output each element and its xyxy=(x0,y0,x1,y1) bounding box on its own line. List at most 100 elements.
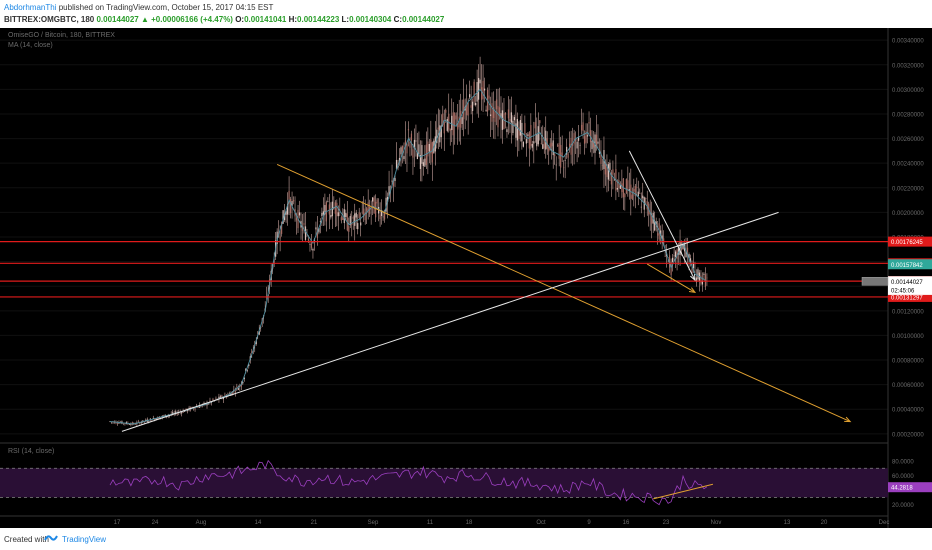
candle-body xyxy=(612,169,614,175)
y-tick-label: 0.00100000 xyxy=(892,334,924,340)
candle-body xyxy=(406,144,408,154)
candle-body xyxy=(394,178,396,181)
y-tick-label: 0.00080000 xyxy=(892,359,924,365)
candle-body xyxy=(598,150,601,154)
candle-body xyxy=(376,199,378,204)
candle-body xyxy=(642,195,644,199)
candle-body xyxy=(634,186,636,196)
candle-body xyxy=(498,107,501,115)
candle-body xyxy=(301,225,304,231)
candle-body xyxy=(224,394,226,396)
candle-body xyxy=(492,107,495,118)
candle-body xyxy=(242,381,244,384)
candle-body xyxy=(392,179,395,187)
candle-body xyxy=(246,370,248,371)
chart-header: AbdorhmanThi published on TradingView.co… xyxy=(0,0,932,28)
candle-body xyxy=(258,330,260,335)
candle-body xyxy=(515,123,517,138)
candle-body xyxy=(348,226,350,232)
candle-body xyxy=(248,364,250,367)
candle-body xyxy=(540,142,542,144)
candle-body xyxy=(651,215,653,224)
level-price-tag xyxy=(888,236,932,247)
rsi-legend: RSI (14, close) xyxy=(8,448,55,455)
price-chart[interactable]: 0.00340000 0.00320000 0.00300000 0.00280000… xyxy=(0,28,932,528)
candle-body xyxy=(669,255,671,268)
price-tag-label: 0.00157842 xyxy=(891,263,923,269)
candle-body xyxy=(134,424,136,425)
candle-body xyxy=(539,120,541,124)
open-value: 0.00141041 xyxy=(244,15,287,24)
level-price-label: 0.00176245 xyxy=(891,240,923,246)
candle-body xyxy=(192,408,195,410)
candle-body xyxy=(448,113,450,130)
y-tick-label: 0.00340000 xyxy=(892,39,924,45)
x-tick-label: 21 xyxy=(311,520,318,526)
candle-body xyxy=(460,110,462,128)
y-tick-label: 0.00040000 xyxy=(892,408,924,414)
candle-body xyxy=(563,167,565,169)
candle-body xyxy=(151,420,153,422)
candle-body xyxy=(330,215,332,218)
candle-body xyxy=(439,125,441,143)
candle-body xyxy=(619,185,621,189)
candle-body xyxy=(446,119,448,131)
candle-body xyxy=(185,408,187,411)
last-price: 0.00144027 xyxy=(96,15,139,24)
candle-body xyxy=(352,216,354,219)
candle-body xyxy=(637,191,639,197)
up-arrow-icon: ▲ xyxy=(140,15,149,24)
candle-body xyxy=(152,417,154,419)
candle-body xyxy=(176,413,178,415)
candle-body xyxy=(315,227,317,230)
x-tick-label: 11 xyxy=(427,520,434,526)
low-label: L: xyxy=(341,15,350,24)
candle-body xyxy=(118,422,120,424)
candle-body xyxy=(431,142,433,163)
candle-body xyxy=(618,180,620,189)
ma-line xyxy=(109,88,708,425)
candle-body xyxy=(601,165,604,166)
candle-body xyxy=(575,138,577,142)
candle-body xyxy=(130,423,132,425)
candle-body xyxy=(403,156,405,160)
chart-area[interactable]: 0.00340000 0.00320000 0.00300000 0.00280000… xyxy=(0,28,932,528)
candle-body xyxy=(509,119,511,122)
candle-body xyxy=(607,164,610,180)
candle-body xyxy=(488,95,490,99)
candle-body xyxy=(454,112,456,127)
candle-body xyxy=(251,351,253,354)
tradingview-link[interactable]: TradingView xyxy=(62,535,107,544)
close-label: C: xyxy=(393,15,403,24)
y-tick-label: 0.00260000 xyxy=(892,137,924,143)
candle-body xyxy=(334,202,336,214)
candle-body xyxy=(437,127,439,130)
rsi-value-tag xyxy=(888,482,932,493)
candle-body xyxy=(175,411,177,414)
x-tick-label: Oct xyxy=(536,520,546,526)
candle-body xyxy=(316,229,319,239)
candle-body xyxy=(128,424,130,425)
candle-body xyxy=(203,402,205,404)
candle-body xyxy=(530,124,532,146)
candle-body xyxy=(373,197,375,214)
candle-body xyxy=(154,418,156,421)
y-tick-label: 0.00300000 xyxy=(892,88,924,94)
candle-body xyxy=(395,159,398,170)
candle-body xyxy=(536,134,538,147)
candle-body xyxy=(388,186,390,197)
candle-body xyxy=(415,140,417,142)
candle-body xyxy=(577,136,580,141)
candle-body xyxy=(564,160,566,161)
candle-body xyxy=(489,114,492,116)
candle-body xyxy=(554,154,556,157)
candle-body xyxy=(442,113,444,125)
candle-body xyxy=(379,214,381,220)
y-tick-label: 0.00060000 xyxy=(892,383,924,389)
candle-body xyxy=(673,255,675,257)
candle-body xyxy=(281,221,283,234)
author-link[interactable]: AbdorhmanThi xyxy=(4,3,57,12)
candle-body xyxy=(357,223,359,230)
candle-body xyxy=(383,210,386,220)
candle-body xyxy=(458,116,460,128)
